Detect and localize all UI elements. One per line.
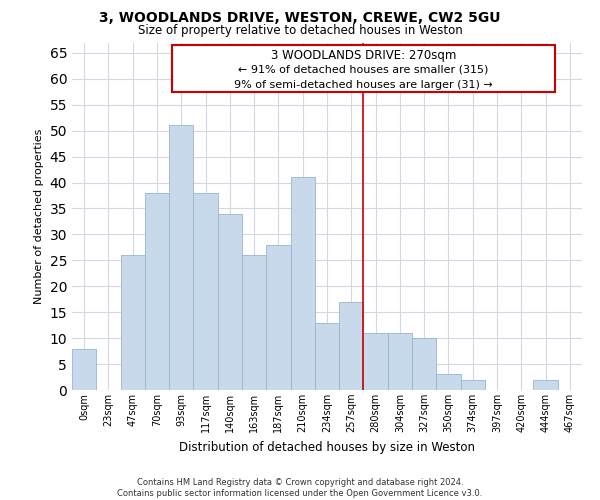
Bar bbox=[145, 193, 169, 390]
Bar bbox=[218, 214, 242, 390]
Text: Contains HM Land Registry data © Crown copyright and database right 2024.
Contai: Contains HM Land Registry data © Crown c… bbox=[118, 478, 482, 498]
Bar bbox=[388, 333, 412, 390]
Bar bbox=[266, 245, 290, 390]
Bar bbox=[169, 126, 193, 390]
Text: 9% of semi-detached houses are larger (31) →: 9% of semi-detached houses are larger (3… bbox=[234, 80, 493, 90]
Text: Size of property relative to detached houses in Weston: Size of property relative to detached ho… bbox=[137, 24, 463, 37]
Text: 3, WOODLANDS DRIVE, WESTON, CREWE, CW2 5GU: 3, WOODLANDS DRIVE, WESTON, CREWE, CW2 5… bbox=[99, 11, 501, 25]
Bar bbox=[315, 322, 339, 390]
Bar bbox=[72, 348, 96, 390]
Bar bbox=[242, 255, 266, 390]
Bar bbox=[121, 255, 145, 390]
Bar bbox=[193, 193, 218, 390]
Y-axis label: Number of detached properties: Number of detached properties bbox=[34, 128, 44, 304]
Bar bbox=[290, 178, 315, 390]
X-axis label: Distribution of detached houses by size in Weston: Distribution of detached houses by size … bbox=[179, 440, 475, 454]
Bar bbox=[364, 333, 388, 390]
Bar bbox=[533, 380, 558, 390]
Bar bbox=[461, 380, 485, 390]
Text: ← 91% of detached houses are smaller (315): ← 91% of detached houses are smaller (31… bbox=[238, 65, 488, 75]
Bar bbox=[436, 374, 461, 390]
Bar bbox=[339, 302, 364, 390]
FancyBboxPatch shape bbox=[172, 45, 555, 92]
Bar bbox=[412, 338, 436, 390]
Text: 3 WOODLANDS DRIVE: 270sqm: 3 WOODLANDS DRIVE: 270sqm bbox=[271, 49, 456, 62]
